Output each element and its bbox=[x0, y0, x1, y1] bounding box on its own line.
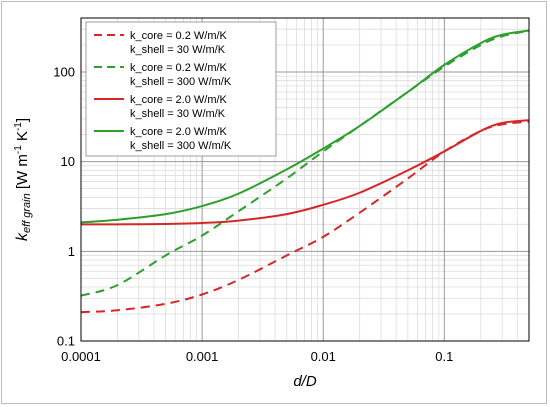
y-label-unit-mid: K bbox=[14, 131, 31, 145]
y-tick-label: 0.1 bbox=[57, 334, 75, 349]
series-line-1 bbox=[80, 120, 530, 314]
y-label-k: k bbox=[14, 232, 31, 241]
y-label-unit-close: ] bbox=[14, 118, 31, 122]
x-tick-label: 0.0001 bbox=[61, 349, 101, 364]
x-tick-label: 0.01 bbox=[311, 349, 336, 364]
x-axis-label: d/D bbox=[293, 373, 317, 390]
legend-label-line1: k_core = 0.2 W/m/K bbox=[130, 62, 228, 74]
series-line-2 bbox=[80, 29, 530, 297]
legend-label-line1: k_core = 2.0 W/m/K bbox=[130, 126, 228, 138]
y-label-subscript: eff grain bbox=[21, 193, 33, 233]
legend-label-line1: k_core = 0.2 W/m/K bbox=[130, 30, 228, 42]
y-label-exp1: -1 bbox=[13, 145, 24, 154]
legend-label-line2: k_shell = 300 W/m/K bbox=[130, 76, 232, 88]
legend-label-line2: k_shell = 300 W/m/K bbox=[130, 140, 232, 152]
legend-entry: k_core = 2.0 W/m/K k_shell = 300 W/m/K bbox=[94, 126, 232, 152]
series-line-3 bbox=[80, 119, 530, 226]
legend-entry: k_core = 0.2 W/m/K k_shell = 300 W/m/K bbox=[94, 62, 232, 88]
legend-label-line1: k_core = 2.0 W/m/K bbox=[130, 94, 228, 106]
legend-box bbox=[85, 21, 277, 157]
y-tick-labels: 0.1 1 10 100 bbox=[53, 64, 75, 348]
y-tick-label: 1 bbox=[68, 244, 75, 259]
y-label-exp2: -1 bbox=[13, 122, 24, 131]
plot-border bbox=[80, 17, 530, 342]
x-tick-label: 0.1 bbox=[435, 349, 453, 364]
y-axis-label: keff grain [W m-1 K-1] bbox=[13, 118, 33, 241]
series-layer bbox=[80, 29, 530, 314]
series-line-4 bbox=[80, 29, 530, 224]
y-label-unit-open: [W m bbox=[14, 154, 31, 193]
y-tick-label: 100 bbox=[53, 64, 75, 79]
legend: k_core = 0.2 W/m/K k_shell = 30 W/m/K k_… bbox=[85, 21, 277, 157]
legend-entry: k_core = 0.2 W/m/K k_shell = 30 W/m/K bbox=[94, 30, 228, 56]
legend-label-line2: k_shell = 30 W/m/K bbox=[130, 44, 226, 56]
y-tick-label: 10 bbox=[61, 154, 75, 169]
x-tick-label: 0.001 bbox=[186, 349, 219, 364]
legend-entry: k_core = 2.0 W/m/K k_shell = 30 W/m/K bbox=[94, 94, 228, 120]
legend-label-line2: k_shell = 30 W/m/K bbox=[130, 108, 226, 120]
x-tick-labels: 0.0001 0.001 0.01 0.1 bbox=[61, 349, 453, 364]
